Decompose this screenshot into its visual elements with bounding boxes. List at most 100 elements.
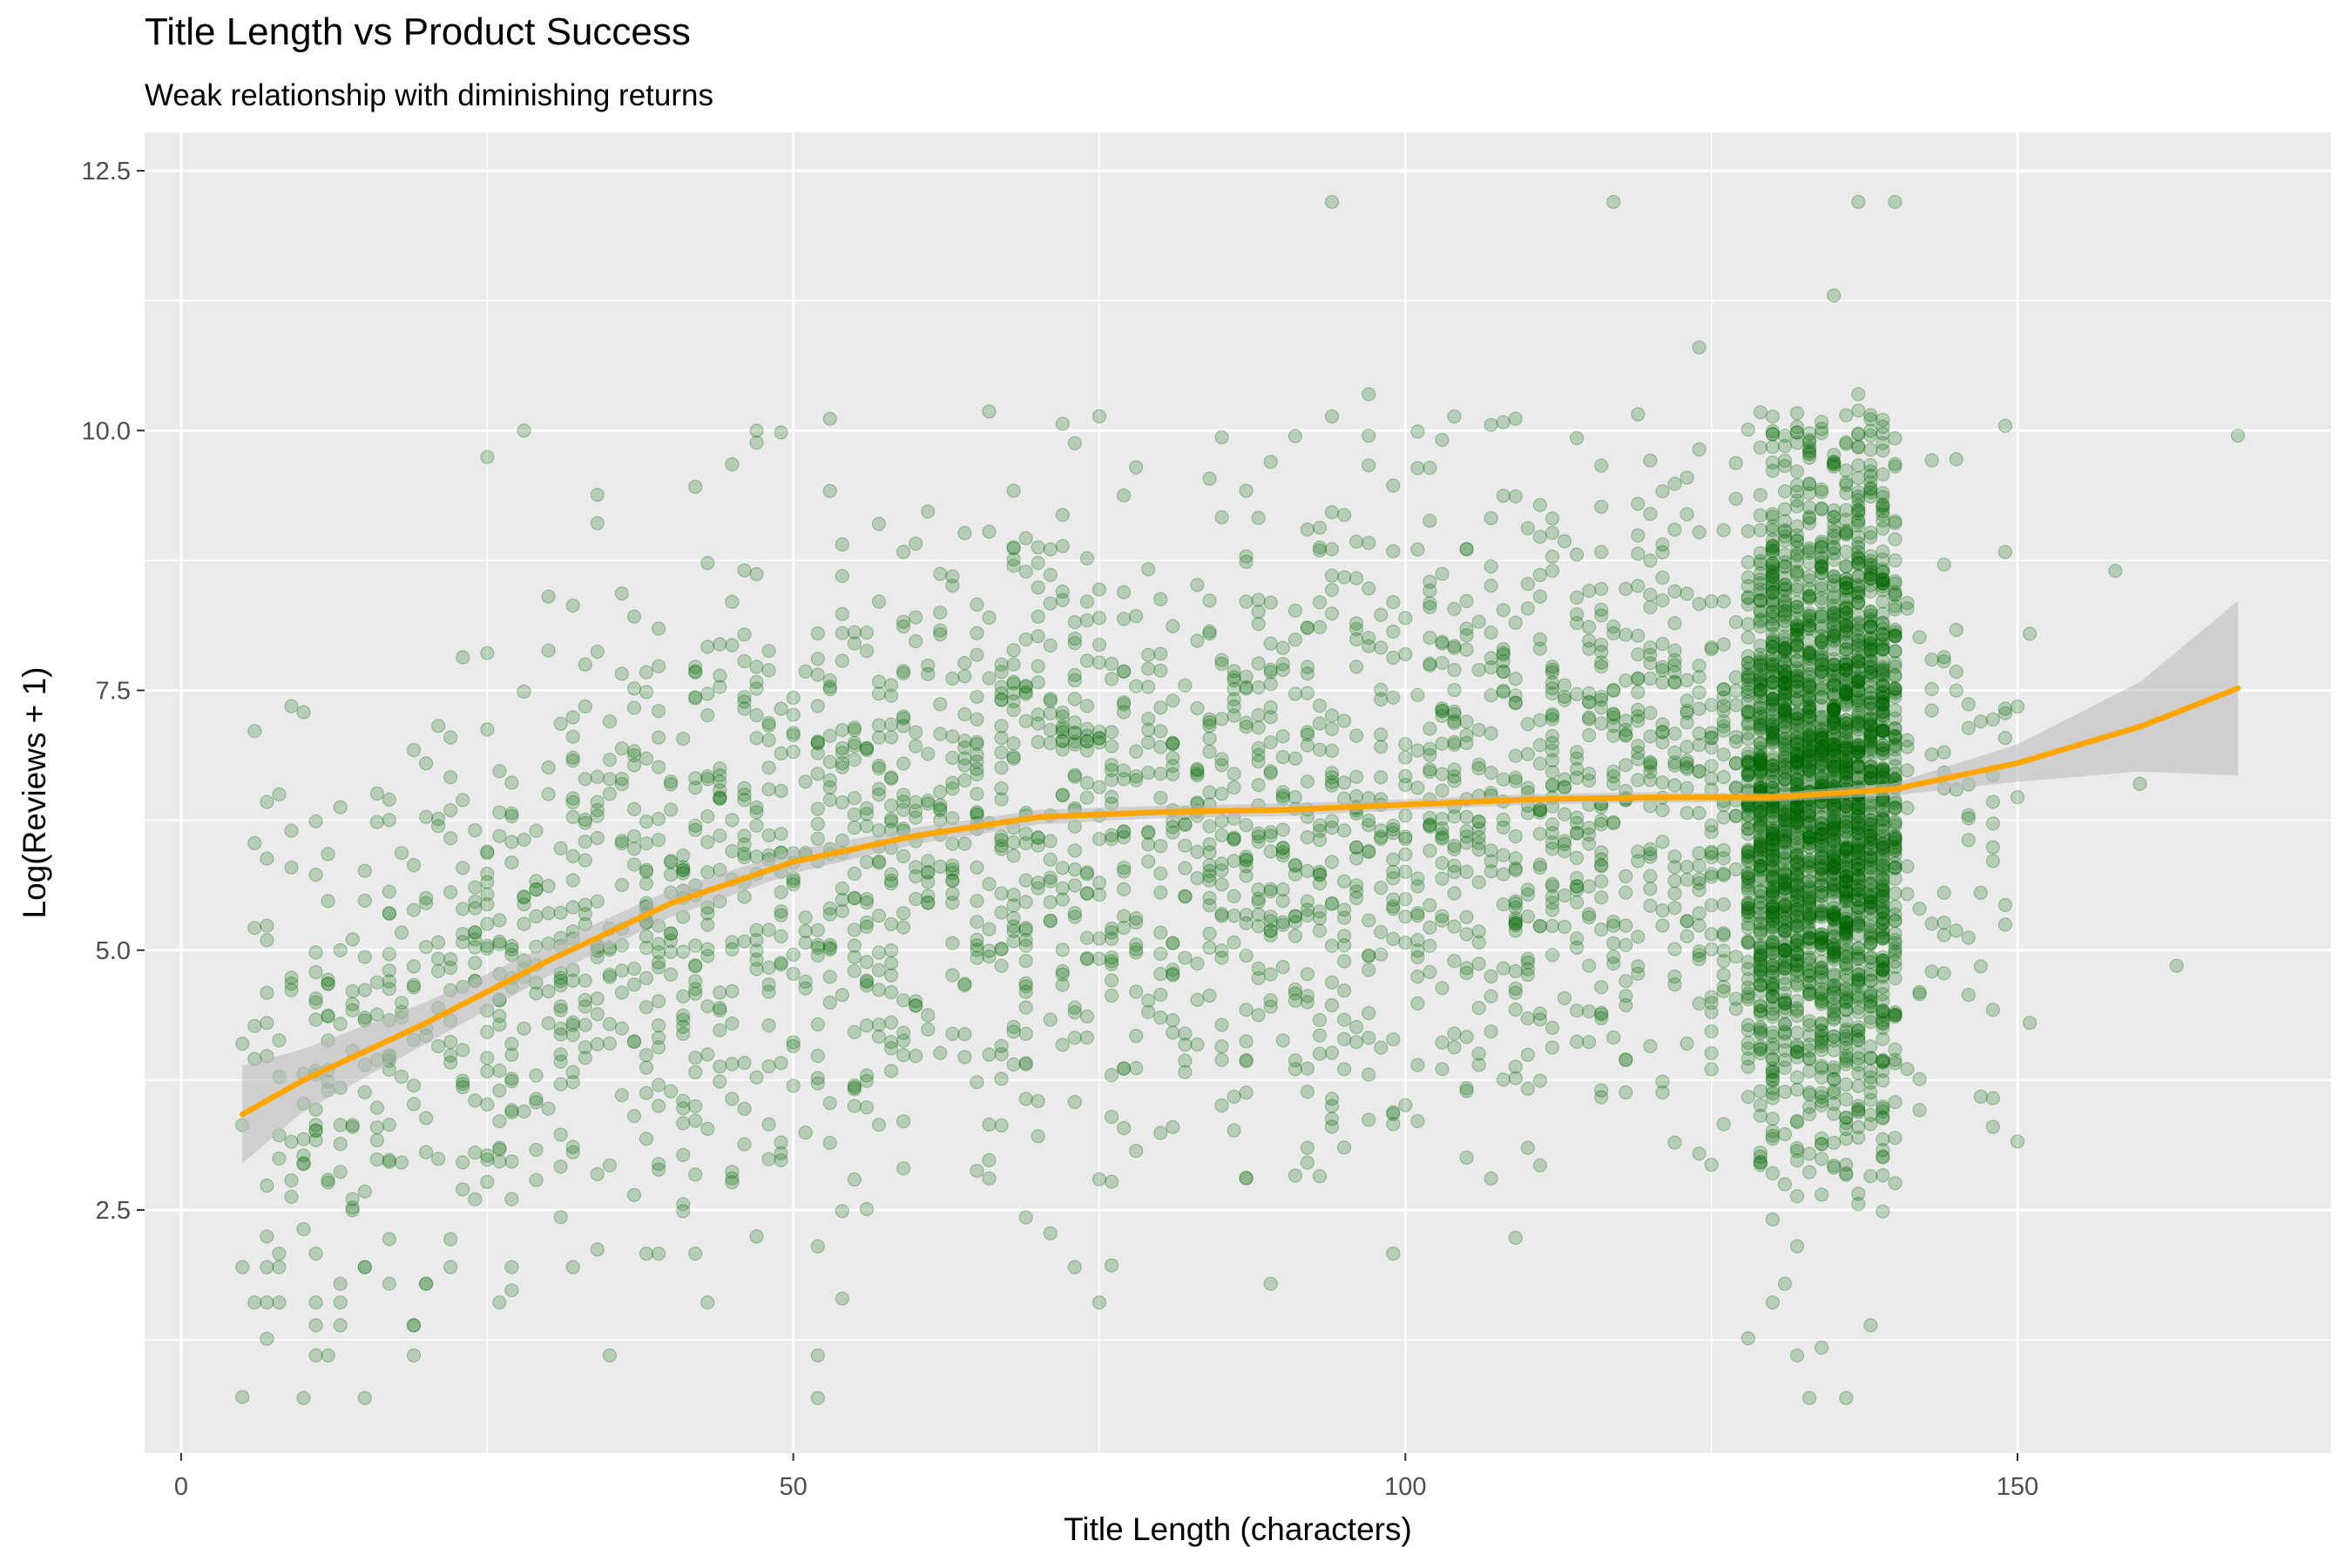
data-point	[553, 905, 568, 920]
data-point	[1398, 646, 1413, 662]
data-point	[1728, 670, 1743, 685]
data-point	[1447, 838, 1462, 854]
data-point	[1508, 1059, 1523, 1074]
data-point	[749, 659, 764, 674]
data-point	[909, 998, 923, 1013]
data-point	[1619, 997, 1633, 1013]
data-point	[1336, 1031, 1352, 1047]
data-point	[1740, 866, 1755, 882]
data-point	[1802, 633, 1817, 648]
data-point	[1324, 1045, 1340, 1060]
data-point	[1202, 845, 1217, 860]
data-point	[1888, 860, 1903, 875]
data-point	[1888, 1095, 1903, 1110]
data-point	[933, 784, 948, 800]
data-point	[1851, 551, 1866, 565]
data-point	[1863, 878, 1878, 893]
data-point	[553, 1159, 568, 1174]
data-point	[1348, 728, 1364, 743]
data-point	[1239, 594, 1254, 609]
data-point	[1728, 698, 1743, 713]
data-point	[1827, 1135, 1842, 1151]
data-point	[1863, 1085, 1878, 1100]
data-point	[1288, 986, 1303, 1001]
data-point	[1876, 504, 1890, 518]
data-point	[700, 917, 715, 932]
data-point	[1851, 518, 1866, 533]
data-point	[1079, 867, 1095, 882]
data-point	[1815, 633, 1829, 648]
data-point	[1423, 818, 1437, 833]
data-point	[1067, 631, 1083, 646]
data-point	[1508, 896, 1523, 911]
data-point	[1532, 530, 1548, 544]
data-point	[1435, 636, 1450, 651]
data-point	[1312, 540, 1328, 555]
data-point	[260, 933, 274, 948]
data-point	[1815, 1024, 1829, 1039]
data-point	[1423, 938, 1437, 953]
data-point	[1435, 783, 1450, 798]
data-point	[1484, 625, 1498, 640]
data-point	[859, 742, 875, 758]
data-point	[1300, 902, 1315, 917]
data-point	[1815, 1070, 1829, 1085]
data-point	[1777, 618, 1793, 633]
data-point	[1631, 647, 1646, 662]
data-point	[1789, 718, 1805, 733]
data-point	[1263, 665, 1278, 679]
data-point	[896, 920, 911, 935]
data-point	[1863, 876, 1878, 891]
data-point	[1544, 549, 1560, 564]
data-point	[1018, 531, 1033, 546]
data-point	[883, 814, 899, 829]
data-point	[1324, 194, 1340, 209]
data-point	[1827, 541, 1842, 556]
data-point	[431, 935, 446, 950]
data-point	[1544, 817, 1560, 832]
data-point	[1692, 524, 1707, 540]
data-point	[1606, 814, 1621, 830]
data-point	[517, 684, 531, 700]
data-point	[345, 983, 360, 999]
data-point	[1484, 651, 1498, 666]
data-point	[1876, 1111, 1890, 1126]
data-point	[651, 936, 666, 951]
data-point	[1544, 728, 1560, 744]
data-point	[1043, 834, 1058, 848]
data-point	[1288, 858, 1303, 874]
data-point	[1263, 636, 1278, 651]
data-point	[1888, 1004, 1903, 1020]
data-point	[1214, 828, 1229, 842]
data-point	[700, 949, 715, 963]
data-point	[296, 1221, 311, 1237]
data-point	[1104, 725, 1119, 740]
data-point	[970, 736, 984, 752]
data-point	[517, 896, 531, 912]
data-point	[1704, 759, 1719, 774]
data-point	[1815, 755, 1829, 770]
data-point	[1141, 854, 1156, 869]
data-point	[1386, 624, 1401, 639]
data-point	[1789, 1239, 1805, 1254]
data-point	[1839, 463, 1854, 478]
data-point	[1166, 936, 1180, 950]
data-point	[1704, 698, 1719, 713]
data-point	[1423, 721, 1437, 736]
data-point	[1827, 760, 1842, 775]
data-point	[896, 906, 911, 921]
data-point	[1447, 640, 1462, 656]
data-point	[1936, 745, 1951, 760]
data-point	[1728, 808, 1743, 823]
data-point	[639, 665, 654, 679]
data-point	[896, 544, 911, 559]
data-point	[1728, 755, 1743, 771]
data-point	[590, 894, 605, 909]
data-point	[970, 761, 984, 777]
data-point	[1839, 1167, 1854, 1182]
data-point	[737, 787, 752, 802]
data-point	[1239, 852, 1254, 867]
data-point	[1728, 491, 1743, 506]
data-point	[933, 1045, 948, 1060]
data-point	[982, 1117, 997, 1132]
